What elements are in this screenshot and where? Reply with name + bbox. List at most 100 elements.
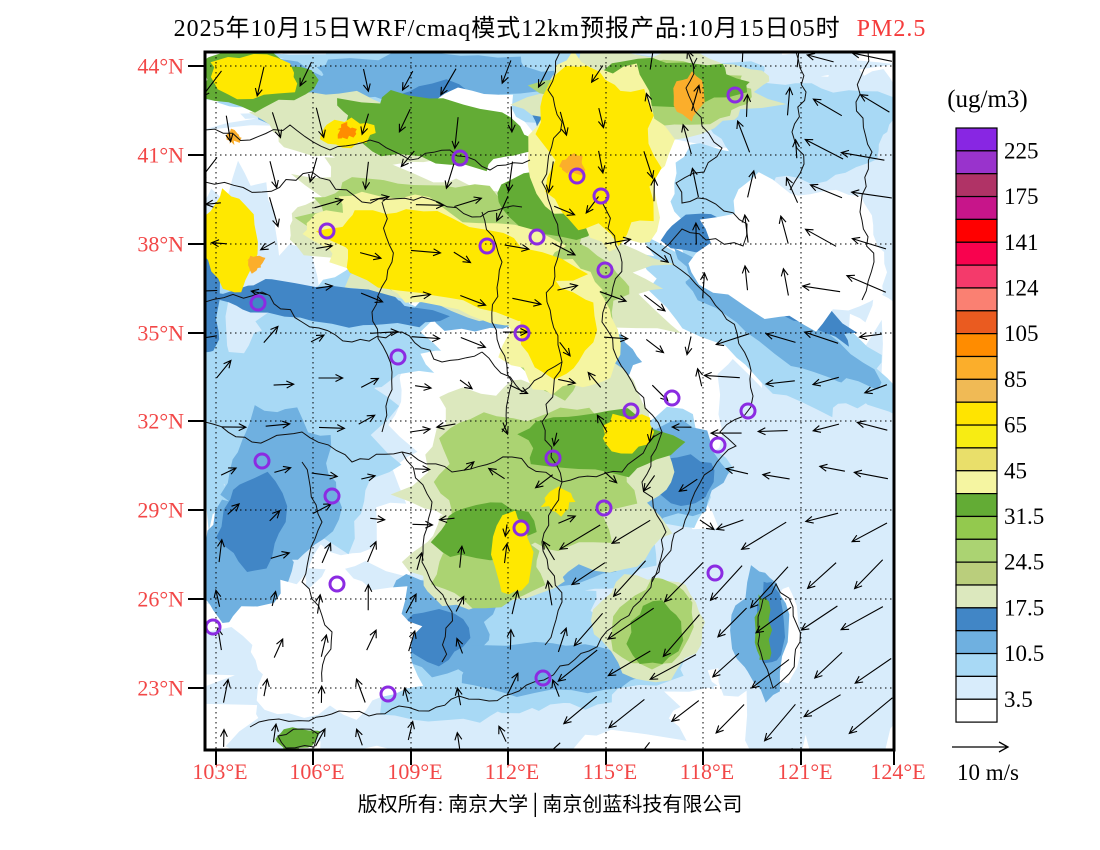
wind-arrow bbox=[210, 239, 228, 248]
wind-arrow bbox=[501, 422, 509, 436]
wind-arrow bbox=[263, 325, 279, 343]
wind-arrow bbox=[274, 465, 292, 474]
wind-arrow bbox=[509, 384, 529, 395]
wind-arrow bbox=[856, 420, 888, 431]
colorbar-tick-label: 31.5 bbox=[1004, 504, 1044, 529]
lat-tick-label: 35°N bbox=[137, 321, 184, 346]
lon-tick-label: 121°E bbox=[777, 759, 832, 784]
wind-arrow bbox=[455, 595, 465, 612]
colorbar-cell bbox=[955, 241, 998, 266]
wind-arrow bbox=[670, 423, 692, 432]
wind-arrow bbox=[507, 106, 516, 134]
wind-arrow bbox=[604, 471, 618, 484]
wind-arrow bbox=[854, 658, 892, 684]
station-marker bbox=[622, 402, 640, 420]
colorbar-cell bbox=[955, 195, 998, 221]
contour-fill-mb bbox=[442, 641, 650, 697]
wind-arrow bbox=[717, 607, 747, 638]
colorbar-cell bbox=[955, 652, 998, 677]
lat-tick-label: 26°N bbox=[137, 587, 184, 612]
wind-arrow bbox=[534, 474, 554, 489]
wind-arrow bbox=[570, 562, 606, 586]
map-inner bbox=[205, 52, 894, 750]
colorbar-units-label: (ug/m3) bbox=[947, 86, 1028, 113]
wind-arrow bbox=[562, 695, 598, 725]
province-boundary bbox=[541, 301, 563, 646]
station-marker bbox=[512, 519, 530, 537]
wind-arrow bbox=[604, 236, 632, 245]
station-marker bbox=[595, 499, 613, 517]
coastline bbox=[249, 57, 754, 728]
wind-arrow bbox=[415, 383, 433, 391]
colorbar-cell bbox=[955, 424, 998, 449]
colorbar-cell bbox=[955, 218, 998, 243]
wind-arrow bbox=[813, 651, 843, 679]
wind-arrow bbox=[551, 432, 560, 447]
wind-arrow bbox=[270, 551, 291, 559]
wind-arrow bbox=[411, 291, 432, 300]
station-marker bbox=[568, 167, 586, 185]
wind-arrow bbox=[850, 189, 892, 199]
wind-arrow bbox=[785, 86, 794, 116]
contour-fill-ye bbox=[210, 54, 298, 100]
wind-arrow bbox=[411, 334, 441, 343]
wind-arrow bbox=[451, 117, 460, 150]
wind-arrow bbox=[612, 560, 647, 598]
wind-arrow bbox=[597, 150, 606, 175]
wind-arrow bbox=[754, 606, 792, 634]
wind-arrow bbox=[736, 119, 751, 153]
wind-arrow bbox=[650, 177, 659, 202]
wind-arrow bbox=[642, 475, 656, 493]
wind-arrow bbox=[360, 377, 380, 388]
wind-arrow bbox=[646, 245, 670, 264]
wind-arrow bbox=[597, 107, 606, 129]
wind-arrow bbox=[803, 694, 841, 718]
wind-arrow bbox=[220, 467, 238, 476]
wind-arrow bbox=[840, 149, 885, 161]
station-marker bbox=[253, 452, 271, 470]
wind-arrow bbox=[662, 614, 700, 658]
wind-arrow bbox=[409, 426, 432, 435]
wind-arrow bbox=[455, 637, 464, 654]
station-marker bbox=[328, 575, 346, 593]
wind-arrow bbox=[460, 294, 487, 307]
wind-arrow bbox=[511, 589, 520, 615]
wind-arrow bbox=[649, 52, 654, 70]
wind-arrow bbox=[367, 540, 377, 563]
wind-arrow bbox=[250, 288, 267, 297]
colorbar-tick-label: 85 bbox=[1004, 367, 1027, 392]
wind-arrow bbox=[457, 544, 466, 568]
wind-arrow bbox=[643, 151, 655, 180]
province-boundary bbox=[401, 431, 663, 483]
colorbar-cell bbox=[955, 333, 998, 358]
wind-arrow bbox=[444, 160, 456, 190]
wind-arrow bbox=[315, 727, 326, 747]
wind-arrow bbox=[858, 332, 882, 341]
colorbar-cell bbox=[955, 675, 998, 700]
station-marker bbox=[726, 86, 744, 104]
station-marker bbox=[478, 237, 496, 255]
wind-arrow bbox=[401, 70, 414, 92]
wind-arrow bbox=[410, 248, 442, 257]
wind-arrow bbox=[268, 197, 280, 228]
wind-arrow bbox=[265, 420, 291, 429]
wind-arrow bbox=[741, 264, 750, 291]
wind-arrow bbox=[542, 540, 555, 561]
wind-arrow bbox=[318, 424, 346, 433]
station-marker bbox=[528, 228, 546, 246]
wind-arrow bbox=[545, 579, 553, 606]
wind-arrow bbox=[318, 374, 344, 382]
wind-arrow bbox=[700, 271, 709, 298]
wind-arrow bbox=[359, 252, 383, 261]
wind-arrow bbox=[435, 422, 456, 430]
wind-arrow bbox=[537, 64, 551, 89]
wind-arrow bbox=[551, 242, 577, 256]
station-marker bbox=[323, 487, 341, 505]
wind-arrow bbox=[778, 214, 789, 244]
wind-arrow bbox=[205, 334, 217, 342]
contour-fill-db bbox=[216, 471, 288, 572]
wind-arrow bbox=[845, 274, 887, 293]
wind-arrow bbox=[362, 68, 371, 93]
wind-arrow bbox=[315, 593, 324, 614]
station-marker bbox=[663, 389, 681, 407]
